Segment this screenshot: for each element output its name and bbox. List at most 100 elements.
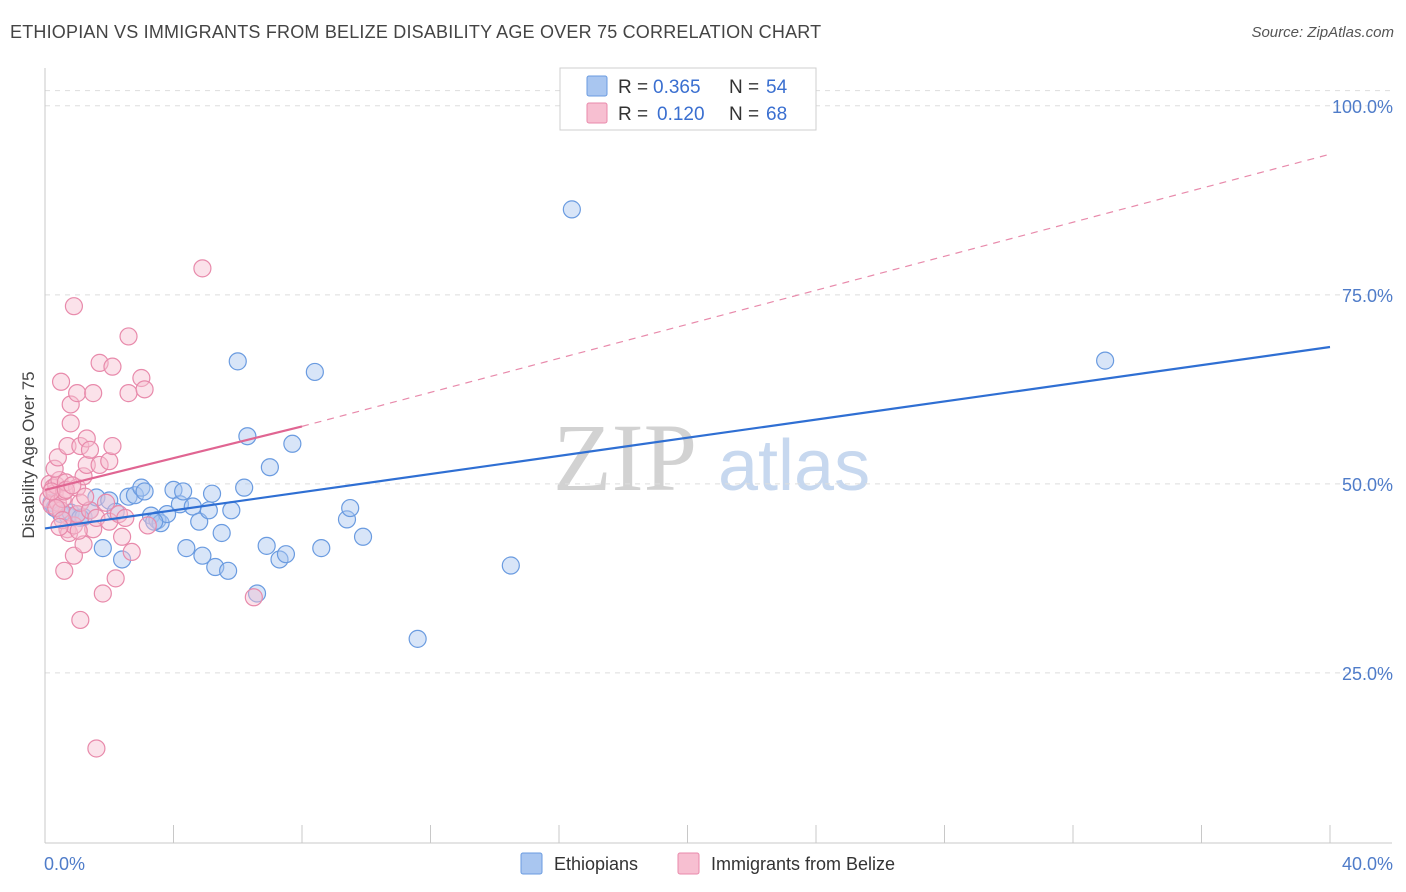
legend-n-label-2: N =	[729, 104, 759, 125]
x-tick-label-0: 0.0%	[44, 854, 85, 874]
trend-line-belize-extension	[301, 153, 1331, 427]
legend-swatch-ethiopians	[586, 75, 608, 97]
trend-line-ethiopians	[44, 345, 1331, 530]
belize-point-59	[244, 588, 263, 607]
ethiopian-point-32	[219, 561, 238, 580]
belize-point-50	[112, 527, 132, 546]
watermark: ZIP atlas	[553, 404, 870, 511]
chart-title: ETHIOPIAN VS IMMIGRANTS FROM BELIZE DISA…	[10, 22, 822, 42]
ethiopian-point-23	[174, 482, 193, 501]
belize-point-52	[119, 327, 138, 346]
ethiopian-point-51	[1096, 351, 1115, 370]
belize-point-28	[64, 297, 84, 316]
ethiopian-point-49	[501, 556, 520, 575]
ethiopian-point-46	[341, 498, 360, 518]
ethiopian-point-11	[106, 502, 125, 521]
belize-point-46	[103, 436, 122, 456]
belize-point-67	[69, 521, 88, 540]
belize-point-34	[80, 440, 100, 459]
belize-point-35	[80, 501, 100, 520]
belize-point-56	[135, 380, 154, 399]
ethiopian-point-48	[408, 629, 427, 648]
ethiopian-point-43	[305, 362, 324, 382]
ethiopian-point-45	[337, 510, 357, 529]
belize-point-27	[71, 493, 90, 512]
belize-point-26	[71, 436, 90, 456]
belize-point-17	[55, 561, 74, 580]
belize-point-20	[61, 414, 80, 433]
ethiopian-point-42	[283, 434, 302, 453]
y-tick-label-2: 75.0%	[1342, 286, 1393, 306]
legend-r-label-1: R =	[618, 77, 648, 98]
ethiopian-point-29	[202, 484, 222, 503]
belize-point-47	[103, 357, 122, 376]
belize-point-36	[84, 384, 103, 403]
ethiopian-point-33	[222, 501, 241, 520]
ethiopian-point-39	[260, 458, 279, 477]
legend-box: R = 0.365 N = 54 R = 0.120 N = 68	[559, 67, 817, 131]
ethiopian-point-47	[353, 527, 373, 546]
belize-point-54	[122, 542, 141, 562]
belize-point-44	[100, 452, 119, 471]
belize-point-55	[132, 368, 151, 388]
series-legend-label-belize: Immigrants from Belize	[711, 854, 895, 874]
belize-point-43	[96, 493, 116, 512]
series-legend-label-ethiopians: Ethiopians	[554, 854, 638, 874]
ethiopian-point-13	[119, 487, 138, 506]
belize-point-41	[90, 455, 109, 475]
belize-point-58	[193, 259, 212, 278]
belize-point-29	[71, 610, 90, 630]
legend-r-label-2: R =	[618, 104, 648, 125]
belize-point-33	[77, 455, 96, 475]
belize-point-14	[45, 459, 64, 478]
belize-point-19	[61, 395, 80, 414]
legend-n-value-2: 68	[766, 104, 787, 125]
belize-point-32	[77, 429, 96, 448]
belize-point-38	[87, 739, 106, 758]
legend-n-label-1: N =	[729, 77, 759, 98]
legend-n-value-1: 54	[766, 77, 788, 98]
watermark-atlas: atlas	[718, 426, 870, 506]
ethiopian-point-16	[135, 482, 154, 501]
legend-r-value-1: 0.365	[653, 77, 701, 98]
data-points	[39, 200, 1115, 758]
chart-source: Source: ZipAtlas.com	[1251, 24, 1394, 41]
belize-point-65	[76, 487, 95, 506]
ethiopian-point-27	[193, 546, 212, 565]
belize-point-16	[51, 372, 71, 391]
trend-line-belize	[44, 425, 303, 491]
ethiopian-point-38	[257, 536, 276, 555]
legend-swatch-belize	[586, 102, 608, 124]
series-legend-swatch-ethiopians	[520, 852, 543, 875]
legend-r-value-2: 0.120	[657, 104, 705, 125]
belize-point-42	[93, 584, 112, 603]
ethiopian-point-31	[212, 523, 231, 543]
axes	[44, 68, 1392, 844]
series-legend-swatch-belize	[677, 852, 700, 875]
y-tick-label-1: 50.0%	[1342, 475, 1393, 495]
ethiopian-point-34	[228, 352, 247, 371]
y-tick-label-0: 25.0%	[1342, 664, 1393, 684]
y-tick-labels: 25.0% 50.0% 75.0% 100.0%	[1332, 97, 1393, 684]
belize-point-25	[68, 384, 87, 403]
belize-point-18	[58, 436, 77, 456]
ethiopian-point-24	[177, 539, 196, 558]
y-tick-label-3: 100.0%	[1332, 97, 1393, 117]
ethiopian-point-10	[100, 491, 119, 510]
ethiopian-point-9	[93, 539, 112, 558]
ethiopian-point-14	[125, 486, 145, 505]
watermark-zip: ZIP	[553, 404, 697, 511]
belize-point-57	[138, 516, 157, 535]
y-axis-label: Disability Age Over 75	[19, 371, 38, 538]
ethiopian-point-50	[562, 200, 581, 219]
x-tick-labels: 0.0% 40.0%	[44, 854, 1393, 874]
gridlines	[45, 90, 1392, 674]
ethiopian-point-35	[235, 478, 254, 497]
x-tick-label-1: 40.0%	[1342, 854, 1393, 874]
ethiopian-point-12	[112, 550, 132, 569]
belize-point-31	[74, 535, 93, 554]
belize-point-48	[106, 569, 125, 588]
series-legend: Ethiopians Immigrants from Belize	[520, 852, 895, 875]
ethiopian-point-44	[312, 539, 331, 558]
